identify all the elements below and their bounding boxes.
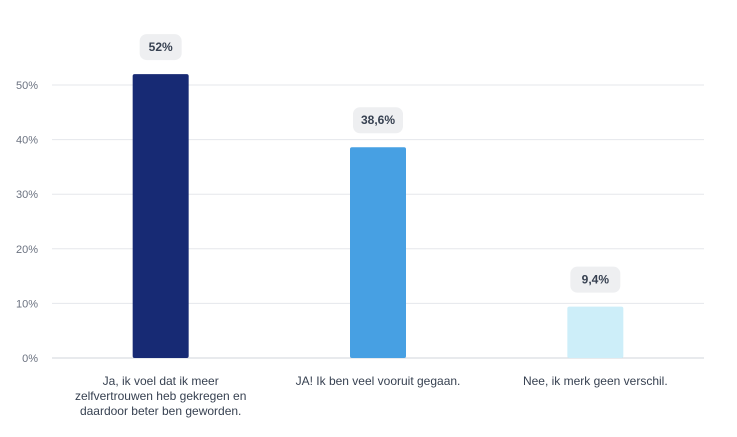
data-label-text: 9,4% [582,273,610,287]
data-label-text: 52% [149,40,173,54]
y-tick-label: 10% [16,298,38,310]
data-labels: 52% 38,6% 9,4% [139,34,621,293]
y-tick-label: 40% [16,135,38,147]
y-tick-label: 20% [16,244,38,256]
y-tick-label: 30% [16,189,38,201]
data-label-2: 9,4% [570,266,621,293]
data-label-pill [570,266,621,293]
y-tick-label: 50% [16,80,38,92]
data-label-pill [353,107,403,134]
category-labels: Ja, ik voel dat ik meer zelfvertrouwen he… [75,374,668,418]
bar-0 [132,74,189,358]
data-label-1: 38,6% [353,107,403,134]
category-label-1: JA! Ik ben veel vooruit gegaan. [296,374,461,388]
data-label-0: 52% [139,34,182,61]
data-label-text: 38,6% [361,113,395,127]
category-label-2: Nee, ik merk geen verschil. [523,374,668,388]
y-tick-label: 0% [22,353,38,365]
bar-2 [567,306,624,358]
category-label-0: Ja, ik voel dat ik meer zelfvertrouwen he… [75,374,246,418]
y-axis-ticks: 0% 10% 20% 30% 40% 50% [16,80,38,365]
data-label-pill [139,34,182,61]
bar-1 [350,147,406,358]
bars [132,74,624,358]
